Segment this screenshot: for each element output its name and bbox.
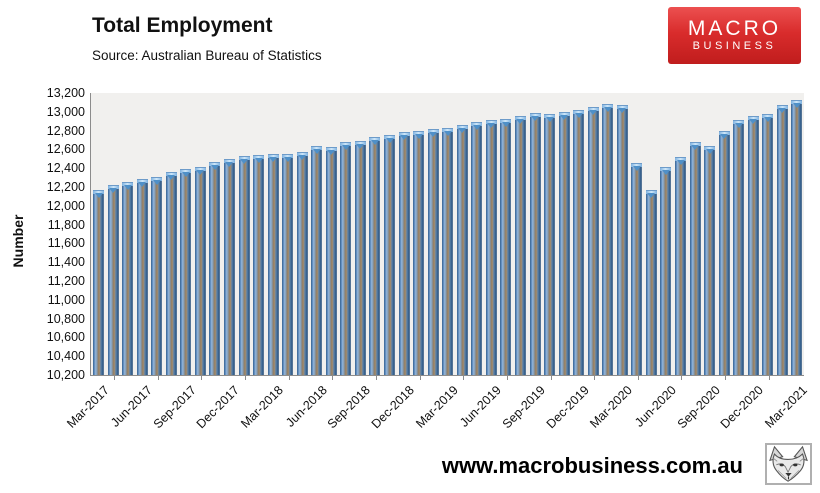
bar (602, 104, 614, 375)
bar (718, 131, 730, 375)
y-tick-label: 11,400 (47, 255, 85, 270)
website-url: www.macrobusiness.com.au (441, 453, 743, 478)
x-tickmark (725, 376, 727, 380)
x-tickmark (244, 376, 246, 380)
bar (296, 152, 308, 375)
bar (122, 182, 134, 375)
bar (340, 142, 352, 375)
x-tickmark (594, 376, 596, 380)
bar (253, 155, 265, 375)
bar (500, 119, 512, 375)
bar (733, 120, 745, 375)
bar (413, 131, 425, 375)
fox-logo (765, 443, 812, 485)
bar (325, 147, 337, 375)
bar (631, 163, 643, 375)
bar (514, 116, 526, 375)
x-tickmark (332, 376, 334, 380)
bar (471, 122, 483, 375)
x-tickmark (637, 376, 639, 380)
chart-subtitle: Source: Australian Bureau of Statistics (92, 48, 322, 63)
bar (223, 159, 235, 375)
bar (704, 146, 716, 375)
bar (165, 172, 177, 375)
x-tickmark (375, 376, 377, 380)
bar (427, 129, 439, 375)
plot-area (90, 93, 804, 376)
bar (573, 110, 585, 375)
bar (558, 112, 570, 375)
y-tick-label: 13,000 (46, 104, 85, 119)
bar (384, 135, 396, 375)
chart-title: Total Employment (92, 14, 273, 37)
y-tick-label: 11,200 (47, 274, 85, 288)
bar (398, 132, 410, 375)
bar (267, 154, 279, 375)
bar (529, 113, 541, 375)
bar (282, 154, 294, 375)
bar (791, 100, 803, 375)
bar (180, 169, 192, 375)
y-tick-label: 12,000 (46, 198, 85, 213)
bar (747, 116, 759, 375)
x-tickmark (506, 376, 508, 380)
bar (689, 142, 701, 375)
bar (136, 179, 148, 375)
bar (238, 156, 250, 375)
y-tick-label: 10,600 (46, 330, 85, 345)
bar (587, 107, 599, 375)
x-tickmark (463, 376, 465, 380)
bar (762, 114, 774, 375)
y-tick-label: 12,400 (46, 161, 85, 176)
x-tickmark (201, 376, 203, 380)
bar (645, 190, 657, 375)
y-tick-label: 10,400 (46, 349, 85, 364)
y-tick-label: 11,000 (47, 292, 85, 307)
fox-icon (769, 445, 808, 482)
y-tick-label: 13,200 (46, 86, 85, 100)
bar (369, 137, 381, 375)
bar (485, 120, 497, 375)
x-tickmark (288, 376, 290, 380)
macrobusiness-logo: MACRO BUSINESS (668, 7, 801, 64)
x-tickmark (768, 376, 770, 380)
y-tick-label: 12,600 (46, 142, 85, 157)
bar (194, 167, 206, 375)
y-tick-label: 12,800 (46, 123, 85, 138)
x-tickmark (550, 376, 552, 380)
y-tick-label: 11,600 (47, 236, 85, 251)
logo-text-business: BUSINESS (692, 40, 777, 52)
x-tickmark (681, 376, 683, 380)
bar (107, 185, 119, 375)
bar (354, 141, 366, 375)
logo-text-macro: MACRO (687, 17, 782, 40)
y-tick-label: 11,800 (47, 217, 85, 232)
x-tickmark (114, 376, 115, 380)
bar (776, 105, 788, 375)
x-tickmark (419, 376, 421, 380)
bar (93, 190, 104, 375)
bar (442, 128, 454, 375)
bar (616, 105, 628, 375)
x-tickmark (157, 376, 159, 380)
y-tick-label: 10,800 (46, 311, 85, 326)
bar (675, 157, 687, 375)
bar (151, 177, 163, 375)
bar (311, 146, 323, 375)
bar (544, 114, 556, 375)
bar (660, 167, 672, 375)
y-tick-label: 10,200 (46, 368, 85, 382)
y-tick-label: 12,200 (46, 180, 85, 194)
bar (209, 162, 221, 375)
bar (456, 125, 468, 375)
